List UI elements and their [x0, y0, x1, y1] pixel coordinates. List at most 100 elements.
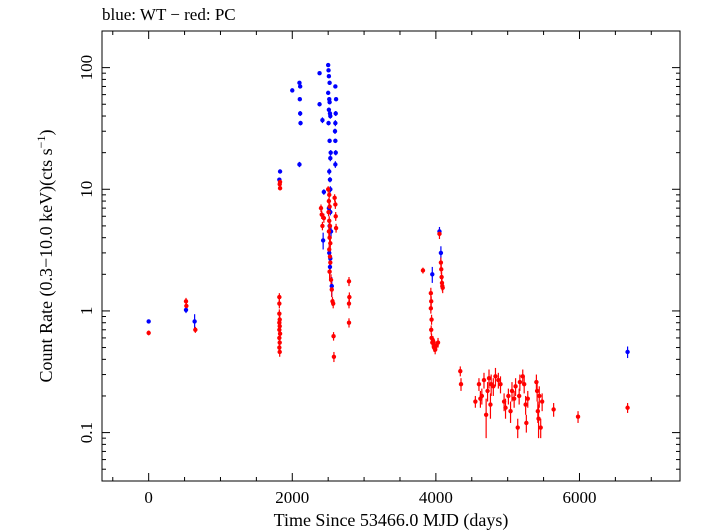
wt-data-point: [333, 120, 338, 126]
pc-data-point: [509, 388, 515, 394]
pc-data-point: [501, 399, 507, 404]
pc-data-point: [346, 301, 352, 306]
pc-data-point: [277, 186, 283, 191]
pc-data-point: [496, 377, 501, 383]
pc-data-point: [432, 347, 438, 352]
pc-data-point: [458, 381, 464, 387]
wt-data-point: [326, 68, 331, 73]
wt-data-point: [329, 283, 334, 289]
wt-data-point: [183, 307, 189, 313]
pc-data-point: [333, 202, 338, 207]
pc-data-point: [521, 381, 527, 387]
pc-data-point: [438, 260, 444, 265]
pc-data-point: [277, 331, 283, 336]
pc-data-point: [431, 340, 436, 345]
pc-data-point: [327, 247, 332, 252]
wt-data-point: [327, 138, 332, 144]
pc-data-point: [524, 420, 529, 426]
pc-data-point: [506, 393, 511, 399]
pc-data-point: [538, 425, 543, 430]
y-tick-label: 0.1: [77, 422, 96, 443]
wt-data-point: [333, 150, 338, 155]
pc-data-point: [479, 393, 485, 399]
pc-data-point: [535, 408, 541, 414]
pc-data-point: [319, 212, 324, 217]
wt-data-point: [625, 349, 630, 355]
pc-data-point: [327, 254, 333, 259]
wt-data-point: [297, 97, 303, 102]
pc-data-point: [503, 405, 508, 410]
pc-data-point: [327, 269, 332, 274]
pc-data-point: [326, 209, 331, 215]
wt-data-point: [327, 80, 332, 86]
pc-data-point: [327, 218, 332, 224]
wt-data-point: [320, 117, 325, 123]
wt-data-point: [332, 129, 338, 134]
wt-data-point: [327, 169, 332, 174]
pc-data-point: [277, 182, 282, 187]
pc-data-point: [481, 377, 487, 383]
pc-data-point: [439, 274, 444, 280]
pc-data-point: [429, 299, 434, 304]
wt-data-point: [297, 84, 303, 89]
pc-data-point: [277, 323, 282, 329]
pc-data-point: [435, 340, 441, 345]
pc-data-point: [551, 407, 556, 412]
pc-data-point: [539, 399, 545, 404]
wt-data-point: [192, 319, 197, 324]
wt-data-point: [326, 74, 332, 79]
pc-data-point: [534, 379, 539, 385]
wt-data-point: [298, 120, 303, 126]
pc-data-point: [328, 260, 333, 265]
pc-data-point: [277, 311, 282, 316]
wt-data-point: [328, 113, 333, 119]
pc-data-point: [516, 393, 522, 399]
wt-data-point: [297, 162, 302, 167]
wt-data-point: [327, 99, 332, 105]
x-axis-label: Time Since 53466.0 MJD (days): [274, 510, 509, 531]
pc-data-point: [428, 290, 434, 296]
pc-data-point: [347, 294, 352, 300]
pc-data-point: [328, 241, 333, 246]
y-tick-label: 1: [77, 307, 96, 316]
pc-data-point: [327, 235, 332, 240]
wt-data-point: [320, 238, 326, 243]
wt-data-point: [333, 111, 338, 116]
wt-data-point: [333, 84, 338, 89]
pc-data-point: [437, 231, 442, 237]
pc-data-point: [277, 349, 282, 355]
pc-data-point: [439, 267, 444, 272]
pc-data-point: [328, 277, 334, 283]
pc-data-point: [327, 223, 333, 229]
axis-ticks: [102, 30, 680, 482]
plot-frame: [101, 30, 681, 482]
pc-data-point: [321, 215, 327, 221]
pc-data-point: [473, 399, 478, 404]
wt-data-point: [326, 120, 331, 126]
pc-data-point: [318, 205, 324, 211]
pc-data-point: [520, 374, 525, 379]
pc-data-point: [326, 198, 332, 204]
error-bars: [148, 63, 629, 439]
pc-data-point: [326, 229, 332, 234]
wt-data-point: [438, 250, 444, 256]
wt-data-point: [317, 102, 322, 107]
pc-data-point: [428, 306, 434, 311]
chart-title: blue: WT − red: PC: [102, 5, 236, 24]
wt-data-point: [297, 80, 302, 86]
pc-data-point: [325, 187, 331, 192]
pc-data-point: [493, 374, 498, 379]
pc-data-point: [439, 280, 445, 286]
pc-data-point: [329, 287, 334, 292]
pc-data-point: [333, 214, 338, 219]
wt-data-point: [333, 162, 338, 167]
x-tick-label: 0: [144, 488, 153, 507]
tick-labels: 0 2000 4000 6000 0.1 1 10 100: [77, 55, 596, 507]
pc-data-point: [331, 301, 336, 306]
x-tick-label: 6000: [562, 488, 596, 507]
x-tick-label: 2000: [275, 488, 309, 507]
wt-data-point: [327, 250, 332, 256]
pc-data-point: [513, 384, 518, 389]
wt-data-point: [326, 107, 332, 113]
